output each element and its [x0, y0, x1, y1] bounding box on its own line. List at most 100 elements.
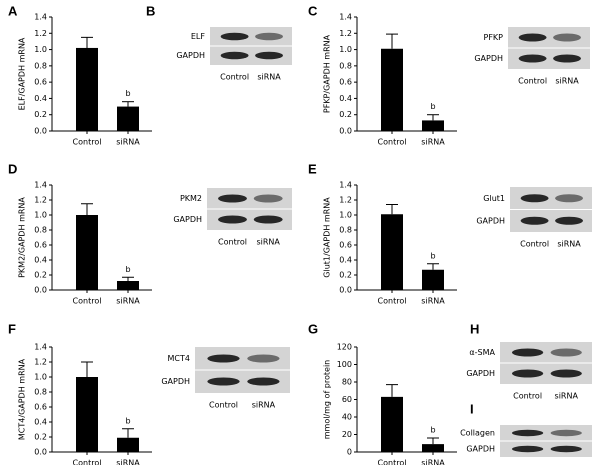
y-axis-title: PFKP/GAPDH mRNA: [323, 34, 332, 113]
blot-band: [247, 354, 280, 363]
blot-band: [511, 445, 544, 453]
y-tick-label: 0.0: [339, 286, 352, 295]
y-tick-label: 0.0: [34, 448, 47, 457]
y-tick-label: 0.8: [34, 226, 47, 235]
blot-row-label: ELF: [191, 32, 206, 41]
y-tick-label: 1.0: [34, 211, 47, 220]
y-tick-label: 0.4: [34, 256, 47, 265]
y-tick-label: 0.6: [339, 241, 352, 250]
blot-band: [247, 377, 280, 386]
y-tick-label: 1.4: [34, 181, 47, 190]
blot-row-label: GAPDH: [466, 445, 495, 454]
x-tick-label: Control: [378, 297, 407, 306]
blot-lane-label: Control: [518, 77, 547, 86]
y-tick-label: 0.8: [339, 61, 352, 70]
bar: [381, 48, 403, 131]
blot-lane-label: Control: [520, 240, 549, 249]
x-tick-label: Control: [73, 459, 102, 465]
annotation: b: [430, 251, 435, 260]
blot-band: [555, 194, 583, 203]
y-tick-label: 1.0: [34, 373, 47, 382]
y-tick-label: 0.2: [34, 433, 47, 442]
bar: [381, 214, 403, 290]
y-tick-label: 1.2: [34, 358, 47, 367]
blot-lane-label: siRNA: [555, 392, 579, 401]
x-tick-label: Control: [73, 138, 102, 147]
y-tick-label: 0.6: [339, 78, 352, 87]
y-axis-title: PKM2/GAPDH mRNA: [18, 197, 27, 278]
blot-lane-label: siRNA: [256, 238, 280, 247]
y-tick-label: 0.8: [34, 388, 47, 397]
blot-row-label: GAPDH: [466, 369, 495, 378]
y-tick-label: 60: [342, 395, 352, 404]
panel-letter: D: [8, 161, 17, 176]
bar: [76, 47, 98, 131]
blot-lane-label: Control: [220, 73, 249, 82]
blot-lane-label: siRNA: [555, 77, 579, 86]
y-tick-label: 1.0: [339, 211, 352, 220]
bar: [381, 396, 403, 452]
bar: [76, 215, 98, 290]
y-tick-label: 0.0: [34, 127, 47, 136]
y-tick-label: 80: [342, 378, 352, 387]
annotation: b: [430, 102, 435, 111]
y-tick-label: 0.4: [34, 418, 47, 427]
y-tick-label: 0: [347, 448, 352, 457]
y-tick-label: 0.2: [34, 271, 47, 280]
x-tick-label: Control: [378, 459, 407, 465]
blot-lane-label: siRNA: [257, 73, 281, 82]
y-tick-label: 0.8: [339, 226, 352, 235]
blot-row-label: GAPDH: [474, 54, 503, 63]
annotation: b: [125, 265, 130, 274]
bar: [76, 377, 98, 452]
y-tick-label: 0.2: [339, 110, 352, 119]
y-tick-label: 0.2: [339, 271, 352, 280]
blot-band: [550, 445, 582, 453]
x-tick-label: siRNA: [421, 459, 445, 465]
y-axis-title: Glut1/GAPDH mRNA: [323, 197, 332, 278]
blot-band: [553, 54, 581, 63]
x-tick-label: siRNA: [116, 138, 140, 147]
y-tick-label: 120: [337, 343, 352, 352]
blot-row-label: MCT4: [168, 354, 190, 363]
y-tick-label: 0.0: [339, 127, 352, 136]
blot-band: [520, 194, 549, 203]
bar: [422, 269, 444, 290]
blot-row-label: Glut1: [483, 194, 505, 203]
blot-band: [550, 348, 582, 357]
panel-letter: H: [470, 321, 479, 336]
blot-lane-label: siRNA: [252, 401, 276, 410]
x-tick-label: Control: [378, 138, 407, 147]
panel-letter: F: [8, 321, 16, 336]
y-tick-label: 0.2: [34, 110, 47, 119]
bar: [117, 281, 139, 290]
blot-row-label: GAPDH: [173, 215, 202, 224]
blot-row-label: GAPDH: [476, 216, 505, 225]
blot-row-label: GAPDH: [161, 377, 190, 386]
blot-band: [511, 348, 544, 357]
blot-band: [220, 51, 249, 60]
bar: [117, 106, 139, 131]
y-tick-label: 40: [342, 413, 352, 422]
blot-row-label: PKM2: [180, 194, 202, 203]
blot-band: [207, 377, 240, 386]
blot-lane-label: Control: [513, 392, 542, 401]
blot-row-label: GAPDH: [176, 51, 205, 60]
y-tick-label: 1.4: [339, 13, 352, 22]
blot-lane-label: Control: [209, 401, 238, 410]
x-tick-label: siRNA: [116, 297, 140, 306]
y-axis-title: MCT4/GAPDH mRNA: [18, 358, 27, 440]
annotation: b: [430, 426, 435, 435]
y-tick-label: 0.6: [34, 403, 47, 412]
blot-band: [550, 429, 582, 437]
blot-band: [518, 33, 547, 42]
y-tick-label: 20: [342, 430, 352, 439]
x-tick-label: Control: [73, 297, 102, 306]
blot-band: [255, 32, 283, 41]
bar: [117, 437, 139, 452]
blot-lane-label: siRNA: [557, 240, 581, 249]
y-tick-label: 1.4: [34, 343, 47, 352]
panel-letter: A: [8, 3, 18, 18]
blot-band: [520, 216, 549, 225]
blot-band: [255, 51, 283, 60]
